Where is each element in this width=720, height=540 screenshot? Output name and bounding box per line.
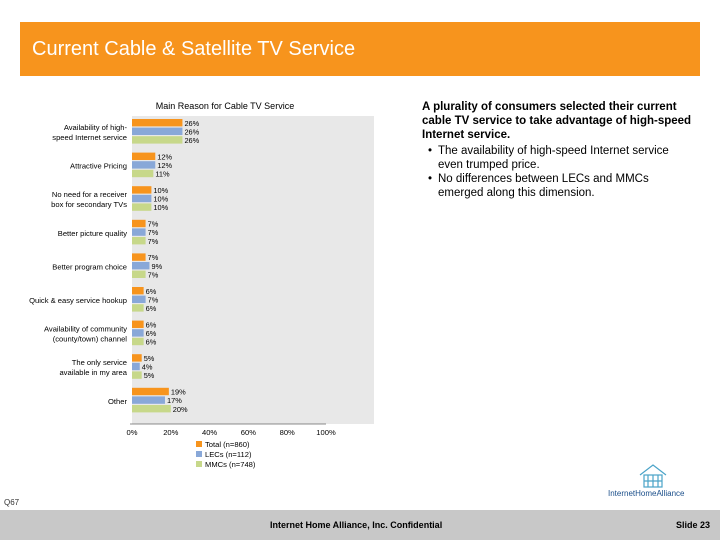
legend-swatch — [196, 451, 202, 457]
category-label: Attractive Pricing — [70, 162, 127, 171]
data-label: 12% — [157, 152, 172, 161]
data-label: 6% — [146, 304, 157, 313]
category-label: box for secondary TVs — [51, 200, 127, 209]
data-label: 10% — [153, 203, 168, 212]
category-label: speed Internet service — [52, 133, 127, 142]
plot-area — [132, 116, 374, 424]
x-tick-label: 0% — [127, 428, 138, 437]
data-label: 11% — [155, 170, 170, 179]
data-label: 10% — [153, 195, 168, 204]
category-label: Quick & easy service hookup — [29, 296, 127, 305]
bar — [132, 362, 140, 371]
category-label: Better program choice — [52, 262, 127, 271]
bar — [132, 396, 165, 404]
bar — [132, 152, 156, 160]
bar — [132, 329, 144, 337]
bar — [132, 127, 183, 135]
logo-text: InternetHomeAlliance — [608, 489, 685, 498]
x-tick-label: 80% — [280, 428, 295, 437]
data-label: 19% — [171, 388, 186, 397]
data-label: 6% — [146, 320, 157, 329]
bar — [132, 253, 146, 261]
bar — [132, 228, 146, 236]
lead-text: A plurality of consumers selected their … — [422, 101, 692, 141]
category-label: No need for a receiver — [52, 190, 128, 199]
legend-label: MMCs (n=748) — [205, 460, 256, 469]
data-label: 6% — [146, 329, 157, 338]
footer-bar: Internet Home Alliance, Inc. Confidentia… — [0, 510, 720, 540]
footer-confidential: Internet Home Alliance, Inc. Confidentia… — [270, 520, 443, 530]
data-label: 26% — [184, 127, 199, 136]
data-label: 7% — [148, 253, 159, 262]
category-label: (county/town) channel — [53, 335, 128, 344]
category-label: available in my area — [59, 368, 127, 377]
slide-number: Slide 23 — [675, 520, 710, 530]
bullet-panel: A plurality of consumers selected their … — [422, 100, 692, 200]
legend-label: LECs (n=112) — [205, 450, 252, 459]
bullet-item: The availability of high-speed Internet … — [422, 144, 692, 172]
chart-title: Main Reason for Cable TV Service — [156, 101, 294, 111]
bar — [132, 354, 142, 362]
category-label: Other — [108, 397, 127, 406]
bar — [132, 186, 152, 194]
category-label: Availability of community — [44, 325, 127, 334]
bar — [132, 237, 146, 245]
data-label: 6% — [146, 287, 157, 296]
bar — [132, 295, 146, 303]
legend-swatch — [196, 461, 202, 467]
data-label: 7% — [148, 228, 159, 237]
bar — [132, 287, 144, 295]
house-icon — [639, 464, 667, 488]
data-label: 6% — [146, 338, 157, 347]
bullet-list: The availability of high-speed Internet … — [422, 144, 692, 200]
bar — [132, 169, 154, 178]
data-label: 7% — [148, 295, 159, 304]
slide-title: Current Cable & Satellite TV Service — [32, 38, 356, 60]
data-label: 9% — [151, 262, 162, 271]
bar — [132, 387, 169, 396]
legend-swatch — [196, 441, 202, 447]
bar — [132, 219, 146, 228]
bar — [132, 270, 146, 278]
bar — [132, 371, 142, 379]
legend-label: Total (n=860) — [205, 440, 250, 449]
data-label: 10% — [153, 186, 168, 195]
x-tick-label: 20% — [163, 428, 178, 437]
data-label: 4% — [142, 363, 153, 372]
bar-chart: Main Reason for Cable TV Service Availabi… — [29, 101, 374, 469]
bar — [132, 405, 171, 413]
logo: InternetHomeAlliance — [608, 462, 698, 498]
bar — [132, 136, 183, 144]
data-label: 12% — [157, 161, 172, 170]
footnote: Q67 — [4, 498, 20, 507]
bar — [132, 161, 156, 169]
bar — [132, 304, 144, 312]
data-label: 5% — [144, 371, 155, 380]
bar — [132, 337, 144, 346]
data-label: 5% — [144, 354, 155, 363]
x-tick-label: 40% — [202, 428, 217, 437]
data-label: 26% — [184, 119, 199, 128]
data-label: 26% — [184, 136, 199, 145]
category-label: The only service — [72, 358, 127, 367]
bullet-item: No differences between LECs and MMCs eme… — [422, 172, 692, 200]
data-label: 20% — [173, 405, 188, 414]
category-label: Availability of high- — [64, 123, 128, 132]
data-label: 17% — [167, 396, 182, 405]
bar — [132, 203, 152, 211]
data-label: 7% — [148, 270, 159, 279]
bar — [132, 119, 183, 127]
title-bar: Current Cable & Satellite TV Service — [20, 22, 700, 76]
x-tick-label: 60% — [241, 428, 256, 437]
data-label: 7% — [148, 220, 159, 229]
category-label: Better picture quality — [58, 229, 127, 238]
bar — [132, 320, 144, 328]
bar — [132, 262, 150, 270]
x-tick-label: 100% — [316, 428, 336, 437]
bar — [132, 194, 152, 203]
data-label: 7% — [148, 237, 159, 246]
